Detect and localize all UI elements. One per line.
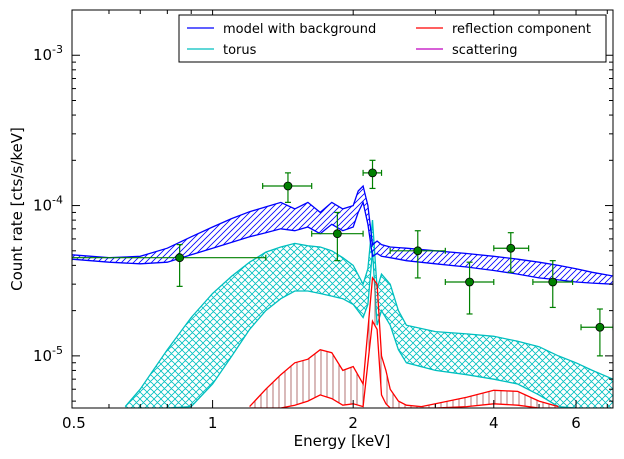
reflection-lower-line [249, 319, 559, 408]
data-marker [368, 168, 377, 178]
x-axis-label: Energy [keV] [294, 432, 391, 450]
x-tick-label: 1 [208, 414, 218, 432]
plot-frame [71, 9, 614, 409]
data-point [532, 260, 574, 309]
y-axis-label: Count rate [cts/s/keV] [8, 127, 26, 291]
data-marker [548, 277, 558, 287]
model-bands [72, 184, 613, 408]
reflection-upper-line [249, 276, 559, 408]
data-marker [175, 253, 185, 263]
model-upper-line [72, 184, 613, 277]
legend: model with background reflection compone… [178, 14, 607, 63]
plot-area [72, 159, 613, 408]
data-marker [595, 322, 605, 332]
model-band-fill [72, 186, 613, 285]
x-tick-label: 4 [489, 414, 499, 432]
data-point [580, 308, 613, 357]
torus-lower-line [125, 250, 613, 408]
data-marker [506, 243, 516, 253]
y-tick-label: 10-4 [33, 194, 63, 215]
x-tick-label: 2 [348, 414, 358, 432]
x-tick-label: 6 [571, 414, 581, 432]
data-marker [465, 277, 474, 287]
data-point [444, 261, 495, 315]
data-point [311, 211, 364, 262]
legend-box [178, 14, 607, 63]
torus-upper-line [124, 220, 613, 408]
torus-band-fill [125, 220, 613, 408]
reflection-band-fill [249, 277, 559, 408]
data-point [72, 243, 267, 287]
y-axis: 10-5 10-4 10-3 [33, 9, 613, 402]
legend-label-model: model with background [223, 22, 376, 37]
data-point [493, 232, 530, 273]
data-point [389, 230, 446, 279]
data-marker [413, 246, 423, 256]
data-points [72, 159, 613, 357]
x-axis: 0.5 1 2 4 6 [62, 10, 608, 432]
y-tick-label: 10-5 [33, 344, 63, 365]
x-tick-label: 0.5 [62, 414, 86, 432]
legend-label-reflection: reflection component [452, 22, 591, 37]
model-lower-line [72, 200, 613, 285]
data-point [262, 172, 313, 203]
legend-label-scattering: scattering [452, 43, 518, 58]
data-point [362, 159, 383, 190]
data-marker [283, 181, 293, 191]
y-tick-label: 10-3 [33, 43, 63, 64]
legend-label-torus: torus [223, 43, 257, 58]
data-marker [332, 229, 342, 239]
